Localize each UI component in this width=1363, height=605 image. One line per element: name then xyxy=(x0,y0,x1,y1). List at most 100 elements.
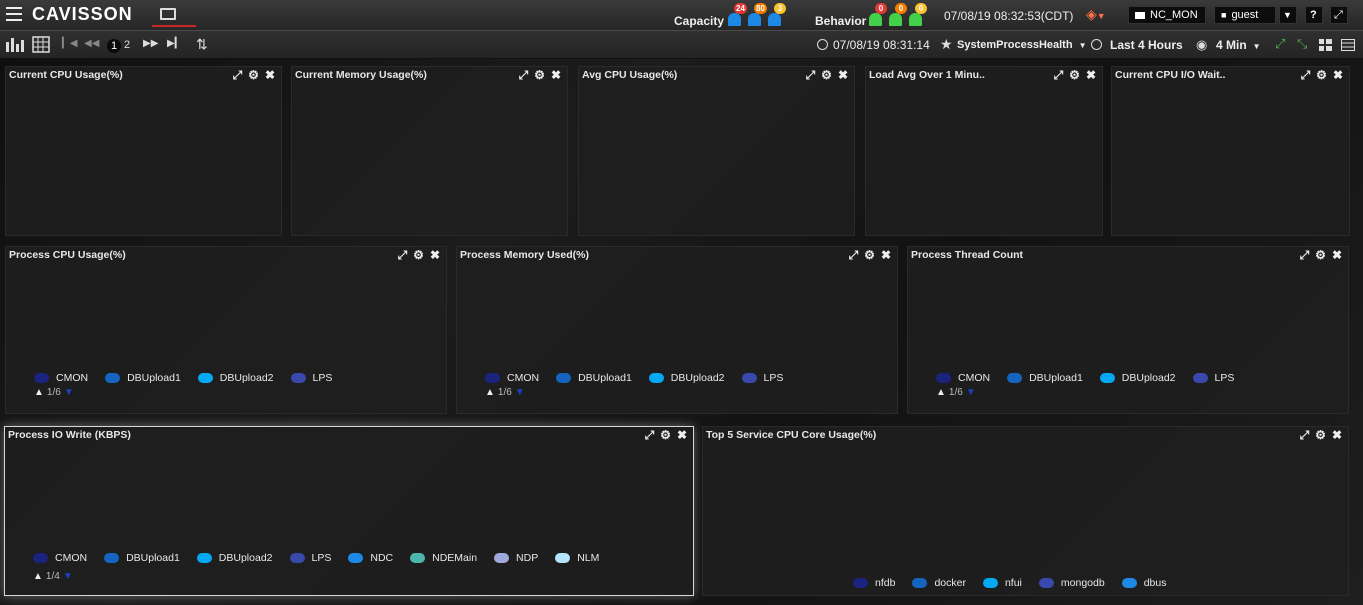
next-page-icon[interactable]: ▶▶ xyxy=(143,38,159,49)
capacity-bell-icon[interactable] xyxy=(748,13,761,26)
close-icon[interactable]: ✖ xyxy=(1332,68,1343,82)
maximize-icon[interactable]: ⤢ xyxy=(848,248,859,262)
close-icon[interactable]: ✖ xyxy=(1331,428,1342,442)
pager-down-icon[interactable]: ▼ xyxy=(63,387,74,398)
fullscreen-icon[interactable]: ⤢ xyxy=(1330,6,1348,24)
legend-item[interactable]: dbus xyxy=(1121,577,1166,589)
legend-item[interactable]: LPS xyxy=(290,372,332,384)
close-icon[interactable]: ✖ xyxy=(550,68,561,82)
prev-page-icon[interactable]: ◀◀ xyxy=(84,38,100,49)
settings-gear-icon[interactable]: ⚙ xyxy=(821,68,832,82)
legend-item[interactable]: DBUpload1 xyxy=(1007,372,1083,384)
last-page-icon[interactable]: ▶▎ xyxy=(167,38,183,49)
star-icon[interactable]: ★ xyxy=(940,36,953,52)
help-icon[interactable]: ? xyxy=(1305,6,1323,24)
monitor-icon[interactable] xyxy=(160,8,176,20)
eye-icon: ◉ xyxy=(1196,37,1208,52)
user-dropdown-button[interactable]: ▼ xyxy=(1279,6,1297,24)
close-icon[interactable]: ✖ xyxy=(837,68,848,82)
legend-item[interactable]: nfui xyxy=(982,577,1022,589)
bar-chart-icon[interactable] xyxy=(5,36,25,53)
legend-item[interactable]: CMON xyxy=(34,372,88,384)
legend-item[interactable]: LPS xyxy=(1192,372,1234,384)
settings-gear-icon[interactable]: ⚙ xyxy=(1316,68,1327,82)
legend-item[interactable]: docker xyxy=(912,577,966,589)
legend-item[interactable]: CMON xyxy=(33,552,87,564)
legend-label: docker xyxy=(934,577,966,589)
maximize-icon[interactable]: ⤢ xyxy=(397,248,408,262)
pager-down-icon[interactable]: ▼ xyxy=(62,571,73,582)
panel-title: Avg CPU Usage(%) xyxy=(582,69,678,81)
table-icon[interactable] xyxy=(32,36,50,53)
legend-item[interactable]: nfdb xyxy=(853,577,895,589)
legend-item[interactable]: DBUpload2 xyxy=(648,372,725,384)
grid-layout-icon[interactable] xyxy=(1319,39,1332,51)
monitor-select[interactable]: NC_MON xyxy=(1128,6,1206,24)
legend-item[interactable]: NLM xyxy=(555,552,599,564)
legend-item[interactable]: DBUpload2 xyxy=(1099,372,1176,384)
legend-item[interactable]: CMON xyxy=(936,372,990,384)
panel-title: Current Memory Usage(%) xyxy=(295,69,427,81)
page-1-button[interactable]: 1 xyxy=(107,39,121,53)
settings-gear-icon[interactable]: ⚙ xyxy=(413,248,424,262)
time-range-select[interactable]: Last 4 Hours xyxy=(1110,38,1183,52)
legend-item[interactable]: mongodb xyxy=(1038,577,1105,589)
close-icon[interactable]: ✖ xyxy=(1085,68,1096,82)
menu-icon[interactable] xyxy=(6,7,22,21)
maximize-icon[interactable]: ⤢ xyxy=(1299,248,1310,262)
legend-item[interactable]: NDP xyxy=(494,552,538,564)
pager-down-icon[interactable]: ▼ xyxy=(965,387,976,398)
legend-item[interactable]: DBUpload2 xyxy=(196,552,273,564)
legend-item[interactable]: DBUpload2 xyxy=(197,372,274,384)
legend-item[interactable]: DBUpload1 xyxy=(105,372,181,384)
pager-up-icon[interactable]: ▲ xyxy=(936,387,946,398)
expand-icon[interactable]: ⤢ xyxy=(1275,36,1286,51)
pager-up-icon[interactable]: ▲ xyxy=(33,571,43,582)
settings-gear-icon[interactable]: ⚙ xyxy=(248,68,259,82)
settings-gear-icon[interactable]: ⚙ xyxy=(864,248,875,262)
close-icon[interactable]: ✖ xyxy=(676,428,687,442)
maximize-icon[interactable]: ⤢ xyxy=(1299,428,1310,442)
user-button[interactable]: ■ guest xyxy=(1214,6,1276,24)
maximize-icon[interactable]: ⤢ xyxy=(1300,68,1311,82)
settings-gear-icon[interactable]: ⚙ xyxy=(1315,428,1326,442)
favorite-select[interactable]: SystemProcessHealth ▼ xyxy=(957,39,1086,51)
legend-item[interactable]: DBUpload1 xyxy=(104,552,180,564)
legend-item[interactable]: LPS xyxy=(289,552,331,564)
settings-gear-icon[interactable]: ⚙ xyxy=(660,428,671,442)
capacity-bell-icon[interactable] xyxy=(728,13,741,26)
first-page-icon[interactable]: ▎◀ xyxy=(62,38,78,49)
maximize-icon[interactable]: ⤢ xyxy=(644,428,655,442)
alert-count-badge: 0 xyxy=(875,3,887,14)
paint-bucket-icon[interactable]: ◈▼ xyxy=(1086,6,1106,22)
capacity-bell-icon[interactable] xyxy=(768,13,781,26)
settings-gear-icon[interactable]: ⚙ xyxy=(1315,248,1326,262)
behavior-bell-icon[interactable] xyxy=(889,13,902,26)
collapse-icon[interactable]: ⤡ xyxy=(1297,36,1308,51)
legend-item[interactable]: NDC xyxy=(348,552,393,564)
behavior-bell-icon[interactable] xyxy=(909,13,922,26)
sort-icon[interactable]: ⇅ xyxy=(196,36,208,52)
maximize-icon[interactable]: ⤢ xyxy=(232,68,243,82)
pager-up-icon[interactable]: ▲ xyxy=(34,387,44,398)
view-interval-select[interactable]: 4 Min ▼ xyxy=(1216,38,1261,52)
settings-gear-icon[interactable]: ⚙ xyxy=(534,68,545,82)
legend-item[interactable]: LPS xyxy=(741,372,783,384)
pager-up-icon[interactable]: ▲ xyxy=(485,387,495,398)
legend-pager: ▲ 1/6 ▼ xyxy=(936,387,976,398)
legend-item[interactable]: DBUpload1 xyxy=(556,372,632,384)
legend-item[interactable]: CMON xyxy=(485,372,539,384)
maximize-icon[interactable]: ⤢ xyxy=(1053,68,1064,82)
layout-icon[interactable] xyxy=(1341,39,1355,51)
close-icon[interactable]: ✖ xyxy=(1331,248,1342,262)
page-2-button[interactable]: 2 xyxy=(124,39,131,51)
close-icon[interactable]: ✖ xyxy=(264,68,275,82)
pager-down-icon[interactable]: ▼ xyxy=(514,387,525,398)
close-icon[interactable]: ✖ xyxy=(429,248,440,262)
settings-gear-icon[interactable]: ⚙ xyxy=(1069,68,1080,82)
close-icon[interactable]: ✖ xyxy=(880,248,891,262)
maximize-icon[interactable]: ⤢ xyxy=(805,68,816,82)
behavior-bell-icon[interactable] xyxy=(869,13,882,26)
legend-item[interactable]: NDEMain xyxy=(410,552,477,564)
maximize-icon[interactable]: ⤢ xyxy=(518,68,529,82)
